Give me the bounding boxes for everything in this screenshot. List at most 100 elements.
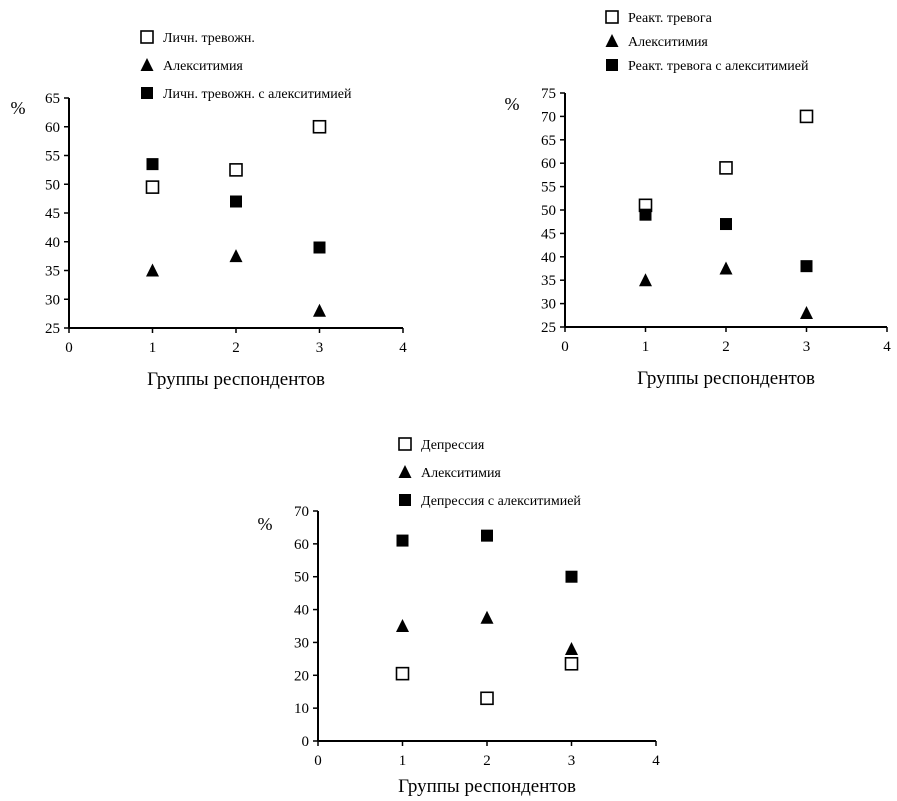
data-point xyxy=(639,208,652,221)
legend-item: Реакт. тревога xyxy=(605,10,713,26)
legend-item: Личн. тревожн. xyxy=(140,30,255,46)
y-axis-unit: % xyxy=(11,98,26,118)
y-tick-label: 35 xyxy=(541,273,556,289)
data-point xyxy=(395,666,410,681)
data-point xyxy=(720,218,732,231)
data-point xyxy=(145,180,160,194)
x-axis-title: Группы респондентов xyxy=(637,368,815,389)
x-tick-label: 1 xyxy=(149,340,157,356)
legend-marker xyxy=(606,59,618,71)
legend-item: Алекситимия xyxy=(398,465,501,481)
x-tick-label: 4 xyxy=(883,339,891,355)
data-point xyxy=(313,303,326,317)
y-tick-label: 30 xyxy=(541,297,556,313)
x-tick-label: 3 xyxy=(316,340,324,356)
x-tick-label: 4 xyxy=(652,753,660,769)
y-tick-label: 40 xyxy=(294,603,309,619)
x-tick-label: 2 xyxy=(232,340,240,356)
data-point xyxy=(565,570,578,583)
data-point xyxy=(229,163,243,177)
legend-label: Алекситимия xyxy=(421,466,501,481)
x-tick-label: 2 xyxy=(722,339,730,355)
legend-label: Личн. тревожн. xyxy=(163,31,255,46)
y-tick-label: 50 xyxy=(541,203,556,219)
y-tick-label: 65 xyxy=(541,133,556,149)
y-axis-unit: % xyxy=(258,514,273,534)
y-tick-label: 70 xyxy=(294,504,309,520)
chart-2: 25 30 35 40 45 50 55 60 65 70 75 0 1 2 3 4 Группы респон… xyxy=(505,10,891,389)
y-tick-label: 55 xyxy=(541,180,556,196)
y-tick-label: 25 xyxy=(45,321,60,337)
data-point xyxy=(230,195,242,208)
data-point xyxy=(313,241,326,254)
x-tick-label: 0 xyxy=(65,340,73,356)
legend-marker xyxy=(605,10,619,24)
data-point xyxy=(719,161,733,175)
y-tick-label: 40 xyxy=(541,250,556,266)
data-point xyxy=(565,642,578,655)
y-tick-label: 50 xyxy=(45,177,60,193)
y-tick-label: 60 xyxy=(45,120,60,136)
legend-marker xyxy=(140,30,154,44)
y-tick-label: 40 xyxy=(45,235,60,251)
legend-marker xyxy=(141,87,153,99)
y-tick-label: 60 xyxy=(294,537,309,553)
y-tick-label: 25 xyxy=(541,320,556,336)
data-point xyxy=(480,691,494,706)
y-tick-label: 55 xyxy=(45,149,60,165)
data-point xyxy=(639,273,652,287)
legend-item: Алекситимия xyxy=(140,58,243,74)
data-point xyxy=(800,260,813,273)
y-tick-label: 20 xyxy=(294,668,309,684)
x-tick-label: 2 xyxy=(483,753,491,769)
y-tick-label: 65 xyxy=(45,91,60,107)
legend-label: Алекситимия xyxy=(628,35,708,50)
data-point xyxy=(719,261,733,275)
chart-3: 0 10 20 30 40 50 60 70 0 1 2 3 4 Группы респондентов%… xyxy=(258,437,660,797)
y-tick-label: 30 xyxy=(294,635,309,651)
legend-item: Алекситимия xyxy=(605,34,708,50)
data-point xyxy=(800,305,813,319)
y-tick-label: 0 xyxy=(302,734,310,750)
y-tick-label: 30 xyxy=(45,292,60,308)
y-tick-label: 70 xyxy=(541,109,556,125)
legend-label: Алекситимия xyxy=(163,59,243,74)
x-tick-label: 1 xyxy=(399,753,407,769)
legend-item: Личн. тревожн. с алекситимией xyxy=(141,87,352,102)
legend-label: Реакт. тревога xyxy=(628,11,713,26)
data-point xyxy=(481,529,493,542)
legend-marker xyxy=(398,465,412,478)
y-tick-label: 75 xyxy=(541,86,556,102)
x-tick-label: 1 xyxy=(642,339,650,355)
legend-item: Реакт. тревога с алекситимией xyxy=(606,59,809,74)
legend-item: Депрессия xyxy=(398,437,485,453)
y-tick-label: 10 xyxy=(294,701,309,717)
y-tick-label: 45 xyxy=(541,226,556,242)
legend-marker xyxy=(399,494,411,506)
legend-label: Депрессия с алекситимией xyxy=(421,494,581,509)
data-point xyxy=(146,158,159,171)
x-tick-label: 3 xyxy=(803,339,811,355)
data-point xyxy=(396,619,409,632)
y-tick-label: 50 xyxy=(294,570,309,586)
legend-marker xyxy=(398,437,412,451)
data-point xyxy=(229,249,243,263)
x-tick-label: 0 xyxy=(314,753,322,769)
x-axis-title: Группы респондентов xyxy=(147,369,325,390)
data-point xyxy=(396,534,409,547)
legend-label: Личн. тревожн. с алекситимией xyxy=(163,87,352,102)
data-point xyxy=(799,109,814,124)
data-point xyxy=(146,263,159,277)
legend-item: Депрессия с алекситимией xyxy=(399,494,581,509)
legend-marker xyxy=(605,34,619,47)
y-tick-label: 45 xyxy=(45,206,60,222)
y-tick-label: 60 xyxy=(541,156,556,172)
chart-1: 25 30 35 40 45 50 55 60 65 0 1 2 3 4 Группы респондент… xyxy=(11,30,407,390)
data-point xyxy=(312,119,327,134)
x-tick-label: 3 xyxy=(568,753,576,769)
data-point xyxy=(564,656,579,671)
x-tick-label: 4 xyxy=(399,340,407,356)
legend-label: Депрессия xyxy=(421,438,485,453)
legend-marker xyxy=(140,58,154,71)
